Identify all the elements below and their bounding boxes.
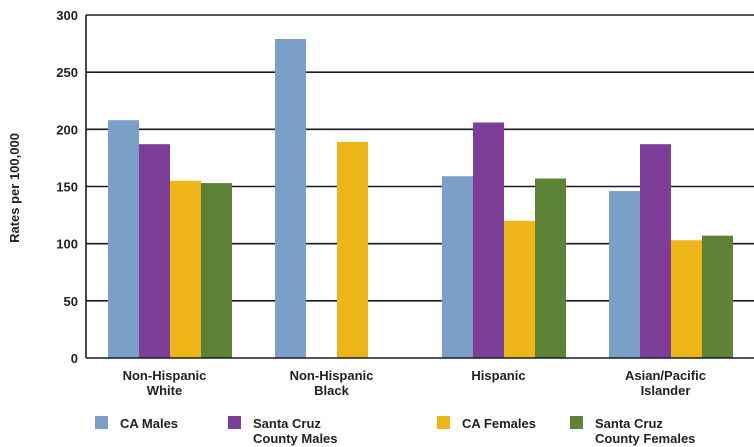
y-tick-label: 300 xyxy=(56,8,78,23)
bar xyxy=(275,39,306,358)
x-tick-labels: Non-Hispanic White Non-Hispanic Black Hispan… xyxy=(123,368,706,398)
bar xyxy=(170,180,201,358)
y-tick-labels: 0 50 100 150 200 250 300 xyxy=(56,8,78,366)
bar xyxy=(442,176,473,358)
axes xyxy=(85,15,754,359)
bar xyxy=(609,191,640,358)
bar xyxy=(702,235,733,358)
y-tick-label: 0 xyxy=(71,351,78,366)
y-tick-label: 200 xyxy=(56,122,78,137)
y-tick-label: 100 xyxy=(56,237,78,252)
legend-swatch xyxy=(437,416,450,429)
bar xyxy=(139,144,170,358)
bar xyxy=(108,120,139,358)
legend-label: CA Males xyxy=(120,416,178,431)
bar xyxy=(535,178,566,358)
bar xyxy=(504,220,535,358)
legend-swatch xyxy=(95,416,108,429)
bar xyxy=(337,141,368,358)
x-tick-label: Non-Hispanic White xyxy=(123,368,207,398)
y-axis-label: Rates per 100,000 xyxy=(7,133,22,243)
y-tick-label: 150 xyxy=(56,180,78,195)
bars xyxy=(108,39,733,359)
x-tick-label: Asian/Pacific Islander xyxy=(625,368,706,398)
legend-swatch xyxy=(228,416,241,429)
y-tick-label: 50 xyxy=(64,294,78,309)
legend: CA Males Santa Cruz County Males CA Females… xyxy=(95,416,695,446)
bar xyxy=(671,240,702,358)
bar xyxy=(473,122,504,359)
legend-label: Santa Cruz County Males xyxy=(253,416,338,446)
x-tick-label: Hispanic xyxy=(471,368,525,383)
bar xyxy=(201,183,232,358)
legend-label: Santa Cruz County Females xyxy=(595,416,695,446)
y-tick-label: 250 xyxy=(56,65,78,80)
legend-label: CA Females xyxy=(462,416,536,431)
legend-swatch xyxy=(570,416,583,429)
x-tick-label: Non-Hispanic Black xyxy=(290,368,374,398)
bar xyxy=(640,144,671,358)
